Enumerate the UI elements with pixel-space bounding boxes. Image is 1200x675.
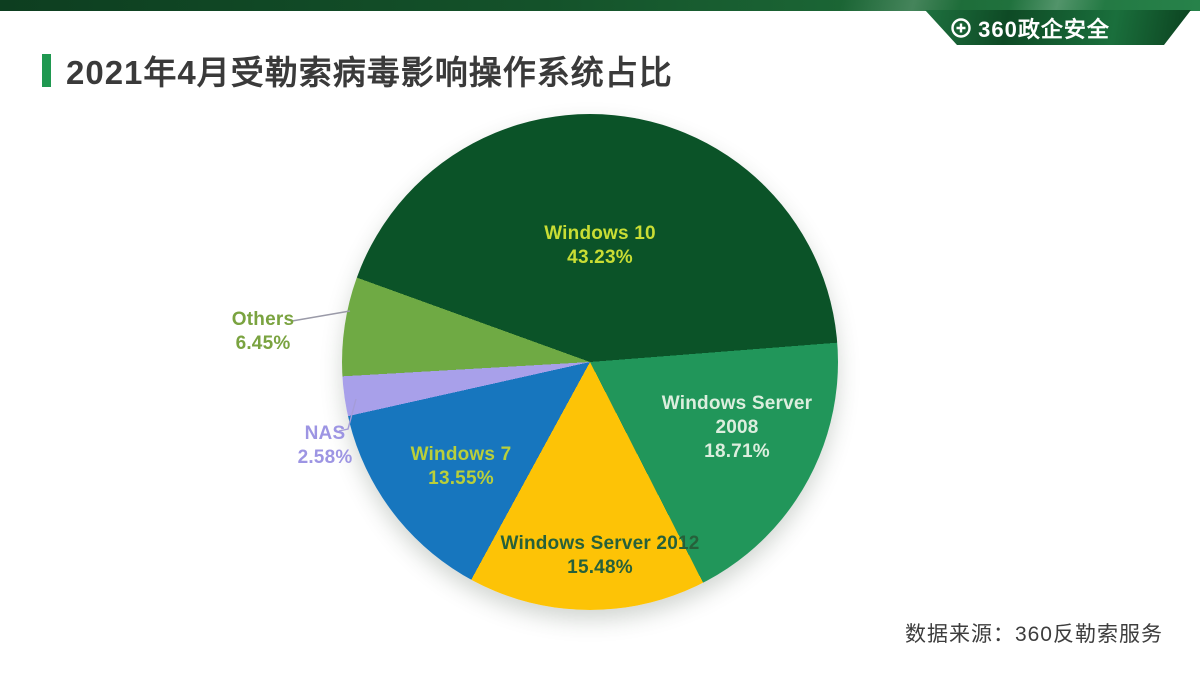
data-source-note: 数据来源：360反勒索服务 — [904, 623, 1163, 646]
brand-logo: 360政企安全 — [950, 12, 1110, 44]
slice-label-others: Others 6.45% — [203, 308, 323, 356]
brand-logo-text: 360政企安全 — [978, 16, 1110, 42]
slice-name: Windows Server 2012 — [500, 533, 700, 554]
slice-label-nas: NAS 2.58% — [265, 422, 385, 470]
slice-percent: 2.58% — [297, 447, 353, 468]
slice-percent: 43.23% — [567, 247, 633, 268]
plus-circle-icon — [950, 17, 972, 39]
slice-name: NAS — [304, 423, 346, 444]
slice-percent: 15.48% — [567, 557, 633, 578]
slice-percent: 6.45% — [235, 333, 291, 354]
slice-name: Windows 10 — [544, 223, 656, 244]
slice-name: Others — [231, 309, 295, 330]
slice-percent: 18.71% — [704, 441, 770, 462]
pie-chart — [342, 114, 838, 610]
slice-label-windows-server-2012: Windows Server 2012 15.48% — [460, 532, 740, 580]
slice-name: Windows 7 — [410, 444, 512, 465]
brand-banner: 360政企安全 — [925, 10, 1191, 45]
title-accent-bar — [42, 53, 51, 87]
header-strip — [0, 0, 1200, 11]
slice-label-windows-server-2008: Windows Server 2008 18.71% — [651, 392, 823, 464]
slice-name: Windows Server 2008 — [661, 393, 813, 438]
page-title: 2021年4月受勒索病毒影响操作系统占比 — [66, 54, 673, 91]
slice-percent: 13.55% — [428, 468, 494, 489]
title-row: 2021年4月受勒索病毒影响操作系统占比 — [42, 46, 673, 94]
slice-label-windows-7: Windows 7 13.55% — [376, 443, 546, 491]
slice-label-windows-10: Windows 10 43.23% — [500, 222, 700, 270]
